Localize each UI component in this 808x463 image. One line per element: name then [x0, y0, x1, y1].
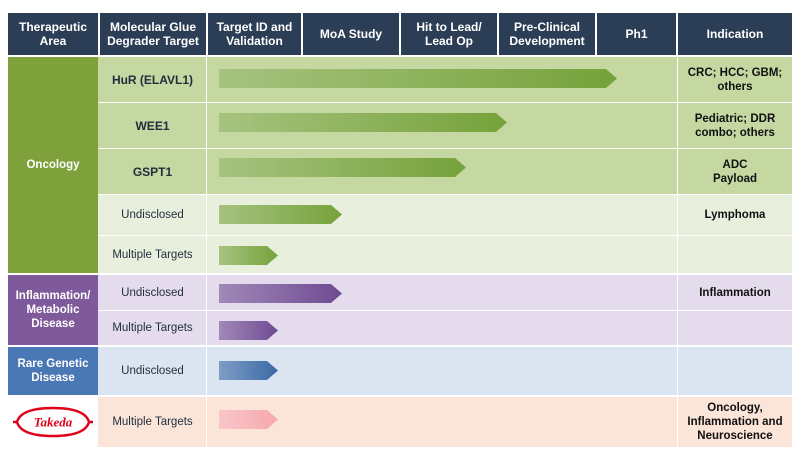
takeda-logo-text: Takeda [34, 415, 73, 430]
progress-bar-onc-undisclosed [219, 205, 342, 224]
progress-arrow [219, 158, 466, 177]
progress-arrow [219, 284, 342, 303]
target-name: GSPT1 [132, 164, 173, 179]
indication-text [678, 236, 792, 273]
target-name: WEE1 [135, 118, 170, 133]
row-divider [98, 310, 792, 311]
area-oncology: Oncology [8, 57, 98, 273]
area-inflammation-metabolic: Inflammation/ Metabolic Disease [8, 275, 98, 345]
header-degrader-target: Molecular Glue Degrader Target [100, 13, 206, 55]
column-divider [677, 57, 678, 447]
progress-arrow [219, 410, 278, 429]
target-name: Multiple Targets [112, 248, 193, 261]
row-bg-oncology-2 [98, 194, 792, 273]
target-name: Multiple Targets [112, 322, 193, 334]
header-target-id: Target ID and Validation [208, 13, 301, 55]
progress-arrow [219, 205, 342, 224]
target-name: HuR (ELAVL1) [111, 72, 194, 87]
header-hit-to-lead: Hit to Lead/ Lead Op [401, 13, 497, 55]
header-ph1: Ph1 [597, 13, 676, 55]
takeda-logo: Takeda [13, 406, 93, 438]
header-moa-study: MoA Study [303, 13, 399, 55]
progress-arrow [219, 69, 617, 88]
indication-text: Inflammation [699, 286, 771, 299]
progress-arrow [219, 113, 507, 132]
progress-bar-onc-multiple [219, 246, 278, 265]
indication-text: CRC; HCC; GBM; others [687, 66, 783, 93]
target-name: Multiple Targets [112, 416, 193, 428]
progress-bar-infl-undisclosed [219, 284, 342, 303]
area-rare-genetic: Rare Genetic Disease [8, 347, 98, 395]
header-therapeutic-area: Therapeutic Area [8, 13, 98, 55]
row-divider [98, 148, 792, 149]
row-divider [98, 235, 792, 236]
progress-bar-infl-multiple [219, 321, 278, 340]
progress-bar-gspt1 [219, 158, 466, 177]
row-bg-takeda [98, 397, 792, 447]
indication-text: Oncology, Inflammation and Neuroscience [687, 402, 783, 442]
indication-text: Pediatric; DDR combo; others [694, 112, 776, 139]
progress-bar-huR [219, 69, 617, 88]
progress-bar-takeda-multiple [219, 410, 278, 429]
indication-text: ADC Payload [712, 158, 758, 185]
target-name: Undisclosed [121, 286, 184, 299]
header-preclinical: Pre-Clinical Development [499, 13, 595, 55]
row-divider [98, 194, 792, 195]
indication-text: Lymphoma [704, 209, 766, 221]
header-indication: Indication [678, 13, 792, 55]
indication-text [678, 311, 792, 345]
row-divider [98, 102, 792, 103]
progress-bar-rare-undisclosed [219, 361, 278, 380]
progress-arrow [219, 361, 278, 380]
target-name: Undisclosed [121, 209, 184, 221]
progress-arrow [219, 321, 278, 340]
row-bg-rare [98, 347, 792, 395]
progress-bar-wee1 [219, 113, 507, 132]
area-takeda-partner: Takeda [8, 397, 98, 447]
progress-arrow [219, 246, 278, 265]
target-name: Undisclosed [121, 365, 184, 377]
indication-text [678, 347, 792, 395]
column-divider [206, 57, 207, 447]
